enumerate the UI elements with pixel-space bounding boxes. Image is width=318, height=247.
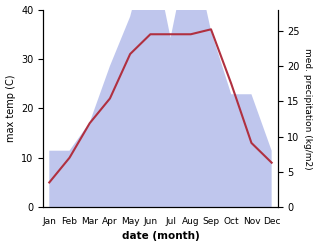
Y-axis label: med. precipitation (kg/m2): med. precipitation (kg/m2) [303,48,313,169]
X-axis label: date (month): date (month) [121,231,199,242]
Y-axis label: max temp (C): max temp (C) [5,75,16,142]
